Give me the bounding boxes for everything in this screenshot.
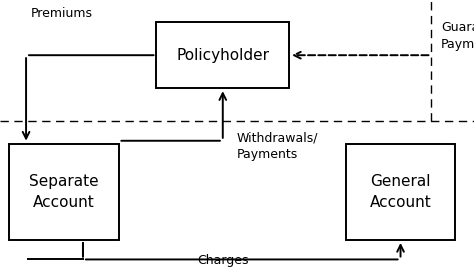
Text: Charges: Charges	[197, 254, 248, 267]
Text: Guarantee
Payment: Guarantee Payment	[441, 21, 474, 51]
Text: Withdrawals/
Payments: Withdrawals/ Payments	[237, 131, 319, 161]
Text: Premiums: Premiums	[31, 7, 92, 20]
FancyBboxPatch shape	[156, 22, 289, 88]
FancyBboxPatch shape	[346, 144, 455, 240]
FancyBboxPatch shape	[9, 144, 119, 240]
Text: General
Account: General Account	[370, 174, 431, 210]
Text: Policyholder: Policyholder	[176, 48, 269, 63]
Text: Separate
Account: Separate Account	[29, 174, 99, 210]
